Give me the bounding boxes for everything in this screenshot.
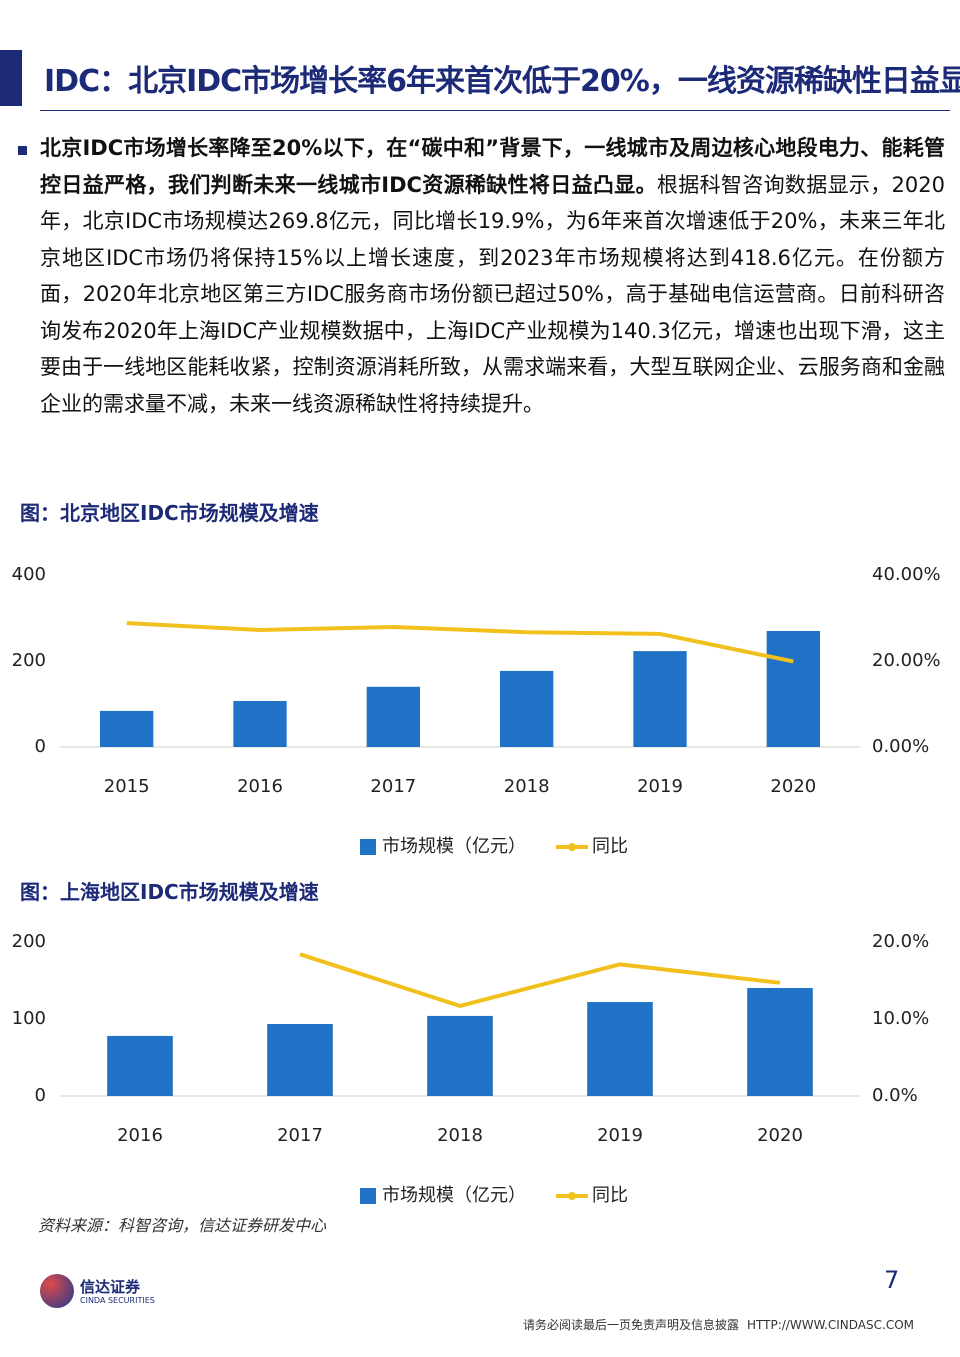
url: HTTP://WWW.CINDASC.COM <box>747 1318 914 1332</box>
y2-tick-label: 0.0% <box>872 1085 918 1106</box>
x-tick-label: 2018 <box>504 776 550 797</box>
x-tick-label: 2017 <box>370 776 416 797</box>
y-tick-label: 400 <box>12 564 46 585</box>
title-rule <box>40 110 950 111</box>
page-title: IDC：北京IDC市场增长率6年来首次低于20%，一线资源稀缺性日益显著 <box>44 64 960 99</box>
legend-swatch <box>568 843 576 851</box>
bar <box>747 987 813 1096</box>
line <box>126 621 794 664</box>
legend-label: 市场规模（亿元） <box>382 1185 526 1206</box>
bold-text: 北京IDC市场增长率降至20%以下，在“碳中和”背景下，一线城市及周边核心地段电… <box>40 136 945 197</box>
logo-icon <box>40 1274 74 1308</box>
y2-tick-label: 40.00% <box>872 564 941 585</box>
x-tick-label: 2018 <box>437 1125 483 1146</box>
legend-swatch <box>360 1188 376 1204</box>
x-tick-label: 2020 <box>757 1125 803 1146</box>
x-tick-label: 2020 <box>770 776 816 797</box>
y2-tick-label: 0.00% <box>872 736 929 757</box>
bar <box>366 686 420 747</box>
logo-name: 信达证券 <box>80 1278 141 1296</box>
legend-swatch <box>360 839 376 855</box>
chart-title: 图：上海地区IDC市场规模及增速 <box>20 880 319 904</box>
y2-tick-label: 20.0% <box>872 931 929 952</box>
legend-label: 同比 <box>592 836 628 857</box>
legend-swatch <box>568 1192 576 1200</box>
y-tick-label: 0 <box>35 1085 46 1106</box>
bar <box>427 1015 493 1096</box>
bar <box>587 1002 653 1096</box>
x-tick-label: 2019 <box>637 776 683 797</box>
x-tick-label: 2017 <box>277 1125 323 1146</box>
y-tick-label: 200 <box>12 931 46 952</box>
y-tick-label: 0 <box>35 736 46 757</box>
line <box>299 952 781 1008</box>
body-text: 根据科智咨询数据显示，2020年，北京IDC市场规模达269.8亿元，同比增长1… <box>40 172 946 416</box>
bar <box>233 700 287 747</box>
disclaimer: 请务必阅读最后一页免责声明及信息披露 <box>522 1318 739 1332</box>
y2-tick-label: 10.0% <box>872 1008 929 1029</box>
bar <box>633 651 687 747</box>
y-tick-label: 200 <box>12 650 46 671</box>
x-tick-label: 2015 <box>104 776 150 797</box>
bar <box>267 1024 333 1096</box>
x-tick-label: 2016 <box>117 1125 163 1146</box>
page-number: 7 <box>884 1266 900 1294</box>
bar <box>766 630 820 747</box>
x-tick-label: 2016 <box>237 776 283 797</box>
bar <box>100 710 154 747</box>
logo-english: CINDA SECURITIES <box>80 1296 155 1305</box>
title-bar <box>0 50 22 106</box>
chart-title: 图：北京地区IDC市场规模及增速 <box>20 501 319 525</box>
y-tick-label: 100 <box>12 1008 46 1029</box>
bar <box>107 1035 173 1096</box>
paragraph: 北京IDC市场增长率降至20%以下，在“碳中和”背景下，一线城市及周边核心地段电… <box>40 130 945 422</box>
x-tick-label: 2019 <box>597 1125 643 1146</box>
bar <box>500 670 554 747</box>
bullet <box>18 146 27 155</box>
source: 资料来源：科智咨询，信达证券研发中心 <box>38 1216 327 1235</box>
legend-label: 市场规模（亿元） <box>382 836 526 857</box>
y2-tick-label: 20.00% <box>872 650 941 671</box>
footer: 请务必阅读最后一页免责声明及信息披露 HTTP://WWW.CINDASC.COM <box>523 1316 914 1333</box>
legend-label: 同比 <box>592 1185 628 1206</box>
